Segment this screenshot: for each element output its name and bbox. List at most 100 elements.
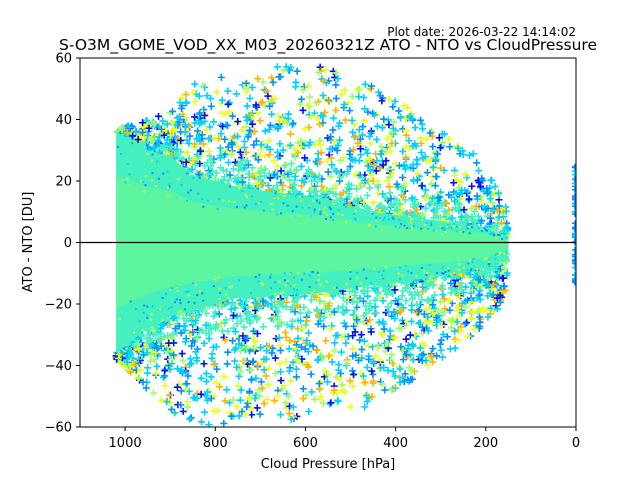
scatter-point — [157, 177, 160, 180]
scatter-point — [330, 137, 338, 145]
scatter-point — [491, 182, 499, 190]
scatter-point — [331, 215, 334, 218]
scatter-point — [279, 287, 282, 290]
scatter-point — [171, 352, 179, 360]
scatter-point — [398, 292, 406, 300]
scatter-point — [434, 306, 442, 314]
scatter-point — [312, 199, 315, 202]
scatter-point — [120, 362, 128, 370]
scatter-point — [224, 87, 232, 95]
scatter-point — [199, 82, 207, 90]
scatter-point — [164, 347, 172, 355]
scatter-point — [292, 365, 300, 373]
scatter-point — [226, 409, 234, 417]
scatter-point — [134, 355, 142, 363]
scatter-point — [487, 262, 490, 265]
scatter-point — [230, 346, 238, 354]
scatter-point — [173, 146, 181, 154]
scatter-point — [234, 117, 242, 125]
scatter-point — [305, 124, 313, 132]
scatter-point — [376, 92, 384, 100]
scatter-point — [405, 137, 413, 145]
scatter-point — [282, 161, 290, 169]
scatter-point — [444, 270, 447, 273]
scatter-point — [264, 92, 272, 100]
scatter-point — [495, 189, 503, 197]
scatter-point — [134, 155, 137, 158]
scatter-point — [371, 212, 374, 215]
scatter-point — [191, 80, 199, 88]
scatter-point — [235, 372, 243, 380]
scatter-point — [271, 208, 274, 211]
scatter-point — [172, 150, 180, 158]
scatter-point — [450, 273, 453, 276]
scatter-point — [344, 221, 347, 224]
scatter-point — [312, 282, 315, 285]
scatter-point — [320, 284, 323, 287]
scatter-point — [197, 192, 200, 195]
scatter-point — [346, 150, 354, 158]
scatter-point — [432, 229, 435, 232]
scatter-point — [119, 349, 122, 352]
scatter-point — [273, 196, 276, 199]
y-axis-label: ATO - NTO [DU] — [21, 192, 36, 293]
scatter-point — [169, 126, 177, 134]
scatter-point — [477, 227, 480, 230]
scatter-point — [326, 351, 334, 359]
scatter-point — [235, 340, 243, 348]
scatter-point — [289, 119, 297, 127]
scatter-point — [216, 154, 224, 162]
scatter-point — [265, 137, 273, 145]
scatter-point — [495, 273, 503, 281]
scatter-point — [193, 357, 201, 365]
scatter-point — [457, 286, 465, 294]
scatter-point — [397, 307, 405, 315]
scatter-point — [207, 94, 215, 102]
scatter-point — [168, 307, 171, 310]
scatter-point — [129, 300, 132, 303]
scatter-point — [245, 396, 253, 404]
scatter-point — [334, 304, 342, 312]
scatter-point — [453, 260, 456, 263]
scatter-point — [470, 285, 478, 293]
scatter-point — [433, 352, 441, 360]
scatter-point — [397, 272, 400, 275]
scatter-point — [355, 85, 363, 93]
scatter-point — [135, 374, 143, 382]
scatter-point — [139, 378, 147, 386]
scatter-point — [224, 143, 232, 151]
scatter-point — [191, 98, 199, 106]
scatter-point — [193, 394, 201, 402]
scatter-point — [153, 345, 161, 353]
scatter-point — [344, 333, 352, 341]
scatter-point — [299, 395, 307, 403]
scatter-point — [442, 226, 445, 229]
scatter-point — [352, 351, 360, 359]
scatter-point — [331, 339, 339, 347]
scatter-point — [444, 230, 447, 233]
scatter-point — [196, 109, 204, 117]
scatter-point — [324, 168, 332, 176]
scatter-point — [445, 191, 453, 199]
scatter-point — [387, 299, 395, 307]
scatter-point — [269, 184, 277, 192]
y-tick-label: −40 — [45, 359, 72, 374]
scatter-point — [207, 102, 215, 110]
scatter-point — [142, 149, 145, 152]
scatter-point — [278, 280, 281, 283]
scatter-point — [282, 202, 285, 205]
scatter-point — [318, 273, 321, 276]
scatter-point — [309, 342, 317, 350]
scatter-point — [201, 408, 209, 416]
scatter-point — [181, 121, 189, 129]
scatter-point — [386, 189, 394, 197]
scatter-point — [374, 343, 382, 351]
scatter-point — [422, 264, 425, 267]
scatter-point — [348, 116, 356, 124]
scatter-point — [338, 308, 346, 316]
scatter-point — [160, 333, 168, 341]
scatter-point — [246, 319, 254, 327]
scatter-point — [143, 304, 146, 307]
scatter-point — [445, 135, 453, 143]
scatter-point — [247, 376, 255, 384]
